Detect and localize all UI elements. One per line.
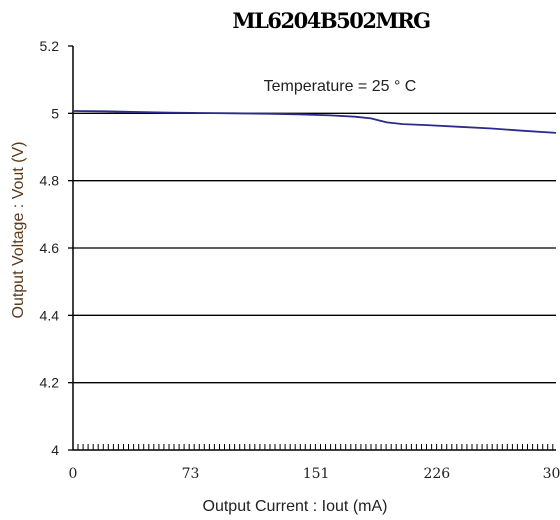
x-tick-label: 226 [423,466,450,482]
y-axis-label: Output Voltage : Vout (V) [10,142,27,319]
y-tick-label: 4.4 [40,307,60,323]
x-tick-label: 300 [543,466,560,482]
y-tick-label: 4.2 [40,375,60,391]
series-group [72,110,557,134]
x-tick-labels: 0 73 151 226 300 [69,466,560,482]
x-axis-label: Output Current : Iout (mA) [203,498,388,515]
y-tick-label: 4 [51,442,59,458]
series-line [72,110,557,134]
y-tick-labels: 4 4.2 4.4 4.6 4.8 5 5.2 [40,38,60,458]
y-tick-label: 4.6 [40,240,60,256]
x-tick-label: 0 [69,466,78,482]
y-tick-label: 5.2 [40,38,60,54]
temperature-annotation: Temperature = 25 ° C [264,78,417,95]
chart-title: ML6204B502MRG [232,8,430,33]
x-minor-ticks [72,444,554,450]
gridlines [73,112,556,384]
y-tick-label: 5 [51,105,59,121]
x-tick-label: 73 [182,466,200,482]
x-tick-label: 151 [303,466,330,482]
y-tick-label: 4.8 [40,173,60,189]
